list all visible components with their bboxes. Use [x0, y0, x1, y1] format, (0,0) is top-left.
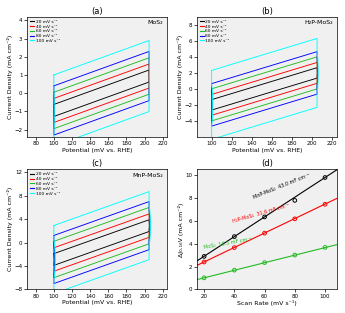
X-axis label: Potential (mV vs. RHE): Potential (mV vs. RHE): [62, 147, 132, 152]
Y-axis label: Current Density (mA cm⁻²): Current Density (mA cm⁻²): [177, 35, 183, 119]
Point: [262, 231, 267, 236]
Y-axis label: Current Density (mA cm⁻²): Current Density (mA cm⁻²): [7, 35, 13, 119]
Point: [231, 245, 237, 250]
Y-axis label: ΔJ₀.₁₆V (mA cm⁻²): ΔJ₀.₁₆V (mA cm⁻²): [178, 202, 184, 257]
Text: MnP-MoS₂: MnP-MoS₂: [132, 173, 163, 178]
Point: [292, 253, 298, 258]
Point: [292, 216, 298, 221]
Point: [201, 254, 207, 259]
Point: [322, 175, 328, 180]
Title: (b): (b): [261, 7, 273, 16]
Text: MnP-MoS₂  43.0 mF cm⁻²: MnP-MoS₂ 43.0 mF cm⁻²: [253, 173, 311, 200]
Text: MoS₂: MoS₂: [147, 20, 163, 25]
Point: [322, 245, 328, 250]
Point: [322, 202, 328, 207]
X-axis label: Potential (mV vs. RHE): Potential (mV vs. RHE): [231, 147, 302, 152]
Legend: 20 mV s⁻¹, 40 mV s⁻¹, 60 mV s⁻¹, 80 mV s⁻¹, 100 mV s⁻¹: 20 mV s⁻¹, 40 mV s⁻¹, 60 mV s⁻¹, 80 mV s…: [29, 19, 61, 44]
Text: H₂P-MoS₂: H₂P-MoS₂: [304, 20, 333, 25]
Point: [262, 214, 267, 219]
Point: [231, 268, 237, 273]
Point: [292, 198, 298, 203]
Point: [262, 260, 267, 265]
Point: [201, 259, 207, 264]
Legend: 20 mV s⁻¹, 40 mV s⁻¹, 60 mV s⁻¹, 80 mV s⁻¹, 100 mV s⁻¹: 20 mV s⁻¹, 40 mV s⁻¹, 60 mV s⁻¹, 80 mV s…: [199, 19, 231, 44]
Title: (d): (d): [261, 159, 273, 168]
Point: [231, 234, 237, 239]
Title: (c): (c): [91, 159, 102, 168]
Y-axis label: Current Density (mA cm⁻²): Current Density (mA cm⁻²): [7, 187, 13, 271]
Text: H₂P-MoS₂  31.6 mF cm⁻²: H₂P-MoS₂ 31.6 mF cm⁻²: [232, 203, 290, 224]
X-axis label: Scan Rate (mV s⁻¹): Scan Rate (mV s⁻¹): [237, 300, 297, 306]
Legend: 20 mV s⁻¹, 40 mV s⁻¹, 60 mV s⁻¹, 80 mV s⁻¹, 100 mV s⁻¹: 20 mV s⁻¹, 40 mV s⁻¹, 60 mV s⁻¹, 80 mV s…: [29, 172, 61, 197]
X-axis label: Potential (mV vs. RHE): Potential (mV vs. RHE): [62, 300, 132, 305]
Point: [201, 275, 207, 280]
Text: MoS₂  16.5 mF cm⁻²: MoS₂ 16.5 mF cm⁻²: [204, 237, 253, 250]
Title: (a): (a): [91, 7, 103, 16]
